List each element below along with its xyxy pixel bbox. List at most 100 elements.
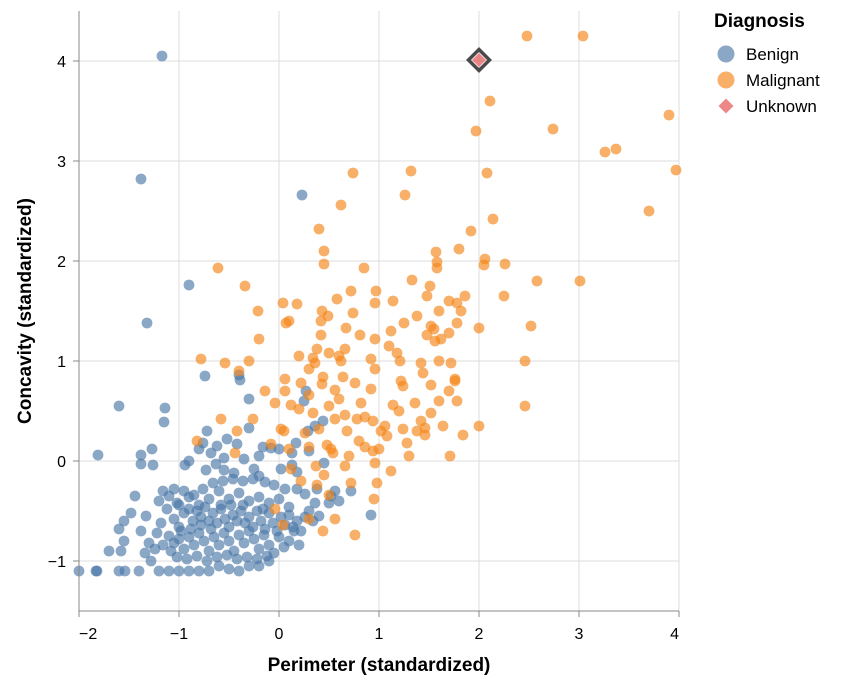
malignant-point — [367, 415, 379, 427]
benign-point — [251, 553, 263, 565]
benign-point — [233, 529, 245, 541]
benign-point — [201, 555, 213, 567]
malignant-point — [643, 205, 655, 217]
benign-point — [195, 519, 207, 531]
malignant-point — [285, 399, 297, 411]
benign-point — [205, 523, 217, 535]
benign-point — [273, 443, 285, 455]
malignant-point — [451, 395, 463, 407]
malignant-point — [443, 327, 455, 339]
benign-point — [191, 550, 203, 562]
benign-point — [317, 415, 329, 427]
benign-point — [188, 539, 200, 551]
benign-point — [213, 560, 225, 572]
malignant-point — [610, 143, 622, 155]
malignant-point — [291, 298, 303, 310]
malignant-point — [347, 167, 359, 179]
malignant-point — [368, 493, 380, 505]
x-axis-title: Perimeter (standardized) — [268, 655, 491, 676]
malignant-point — [525, 320, 537, 332]
malignant-point — [293, 403, 305, 415]
malignant-point — [451, 297, 463, 309]
malignant-point — [311, 479, 323, 491]
benign-point — [253, 470, 265, 482]
benign-point — [211, 551, 223, 563]
malignant-point — [252, 305, 264, 317]
malignant-point — [531, 275, 543, 287]
benign-point — [221, 433, 233, 445]
malignant-point — [419, 429, 431, 441]
benign-point — [197, 483, 209, 495]
benign-point — [293, 539, 305, 551]
malignant-point — [521, 30, 533, 42]
malignant-point — [443, 385, 455, 397]
benign-point — [203, 493, 215, 505]
benign-point — [92, 449, 104, 461]
malignant-point — [369, 363, 381, 375]
benign-point — [225, 499, 237, 511]
benign-point — [135, 173, 147, 185]
malignant-point — [394, 355, 406, 367]
malignant-point — [229, 447, 241, 459]
benign-point — [263, 539, 275, 551]
malignant-point — [449, 375, 461, 387]
malignant-point — [403, 450, 415, 462]
malignant-point — [437, 420, 449, 432]
legend-label-unknown: Unknown — [746, 97, 817, 116]
benign-point — [181, 553, 193, 565]
x-tick-label: 4 — [670, 626, 679, 643]
malignant-point — [455, 305, 467, 317]
malignant-point — [478, 259, 490, 271]
benign-point — [283, 501, 295, 513]
malignant-point — [369, 457, 381, 469]
benign-point — [135, 458, 147, 470]
benign-point — [227, 473, 239, 485]
benign-point — [288, 525, 300, 537]
benign-point — [193, 499, 205, 511]
malignant-point — [280, 317, 292, 329]
benign-point — [165, 545, 177, 557]
malignant-point — [191, 435, 203, 447]
benign-point — [231, 438, 243, 450]
benign-point — [210, 458, 222, 470]
malignant-point — [425, 407, 437, 419]
malignant-point — [247, 413, 259, 425]
x-tick-label: 1 — [375, 626, 384, 643]
benign-point — [365, 509, 377, 521]
malignant-point — [574, 275, 586, 287]
benign-point — [153, 495, 165, 507]
benign-point — [129, 490, 141, 502]
malignant-point — [315, 329, 327, 341]
malignant-point — [547, 123, 559, 135]
malignant-point — [295, 475, 307, 487]
benign-point — [193, 565, 205, 577]
benign-point — [200, 464, 212, 476]
legend: Diagnosis Benign Malignant Unknown — [714, 11, 820, 116]
legend-title: Diagnosis — [714, 11, 805, 32]
benign-point — [140, 510, 152, 522]
y-tick-label: 1 — [57, 354, 66, 371]
benign-point — [183, 279, 195, 291]
malignant-point — [457, 429, 469, 441]
benign-point — [215, 499, 227, 511]
malignant-point — [499, 258, 511, 270]
malignant-point — [349, 377, 361, 389]
benign-point — [211, 440, 223, 452]
benign-point — [179, 459, 191, 471]
benign-point — [151, 527, 163, 539]
points-layer — [73, 30, 682, 577]
benign-point — [243, 511, 255, 523]
benign-point — [113, 523, 125, 535]
malignant-point — [310, 460, 322, 472]
malignant-point — [465, 225, 477, 237]
malignant-point — [327, 447, 339, 459]
benign-point — [261, 550, 273, 562]
malignant-point — [577, 30, 589, 42]
malignant-point — [269, 503, 281, 515]
benign-point — [290, 437, 302, 449]
malignant-point — [417, 367, 429, 379]
legend-symbol-unknown — [718, 98, 734, 114]
malignant-point — [345, 477, 357, 489]
malignant-point — [399, 189, 411, 201]
